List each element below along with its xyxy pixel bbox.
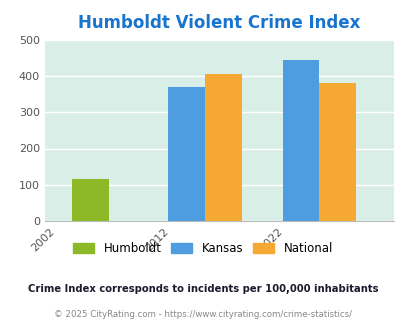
Bar (168, 87, 205, 221)
Text: © 2025 CityRating.com - https://www.cityrating.com/crime-statistics/: © 2025 CityRating.com - https://www.city… (54, 311, 351, 319)
Bar (282, 60, 319, 221)
Bar (319, 83, 355, 221)
Text: Crime Index corresponds to incidents per 100,000 inhabitants: Crime Index corresponds to incidents per… (28, 284, 377, 294)
Bar (72, 180, 109, 221)
Bar (205, 74, 241, 221)
Legend: Humboldt, Kansas, National: Humboldt, Kansas, National (68, 237, 337, 260)
Title: Humboldt Violent Crime Index: Humboldt Violent Crime Index (78, 15, 360, 32)
